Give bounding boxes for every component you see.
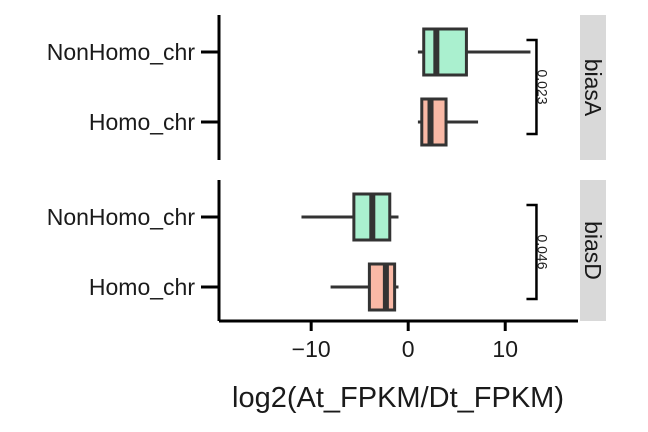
box-iqr — [367, 262, 397, 312]
chart-panels: biasA NonHomo_chr Homo_chr 0.023 biasD NonHom… — [47, 15, 606, 321]
strip-label: biasA — [580, 59, 606, 117]
significance-bracket — [526, 203, 538, 301]
box-NonHomo_chr — [301, 192, 399, 242]
strip-background — [580, 15, 606, 160]
y-tick-label: NonHomo_chr — [47, 204, 196, 230]
x-tick-label: −10 — [292, 336, 331, 362]
panel-biasA: biasA NonHomo_chr Homo_chr 0.023 — [47, 15, 606, 160]
y-tick-label: Homo_chr — [89, 109, 195, 135]
box-iqr — [420, 97, 448, 147]
panel-biasD: biasD NonHomo_chr Homo_chr 0.046 — [47, 180, 606, 321]
x-axis: −10 0 10 — [219, 319, 578, 362]
box-NonHomo_chr — [417, 27, 531, 77]
y-tick-label: NonHomo_chr — [47, 39, 196, 65]
box-Homo_chr — [330, 262, 399, 312]
x-axis-title: log2(At_FPKM/Dt_FPKM) — [232, 382, 564, 414]
strip-label: biasD — [580, 221, 606, 280]
box-iqr — [422, 27, 468, 77]
x-tick-label: 10 — [492, 336, 518, 362]
significance-bracket — [526, 38, 538, 136]
strip-background — [580, 180, 606, 321]
p-value-label: 0.023 — [534, 69, 550, 104]
x-tick-label: 0 — [402, 336, 415, 362]
p-value-label: 0.046 — [534, 234, 550, 269]
box-Homo_chr — [417, 97, 479, 147]
y-tick-label: Homo_chr — [89, 274, 195, 300]
